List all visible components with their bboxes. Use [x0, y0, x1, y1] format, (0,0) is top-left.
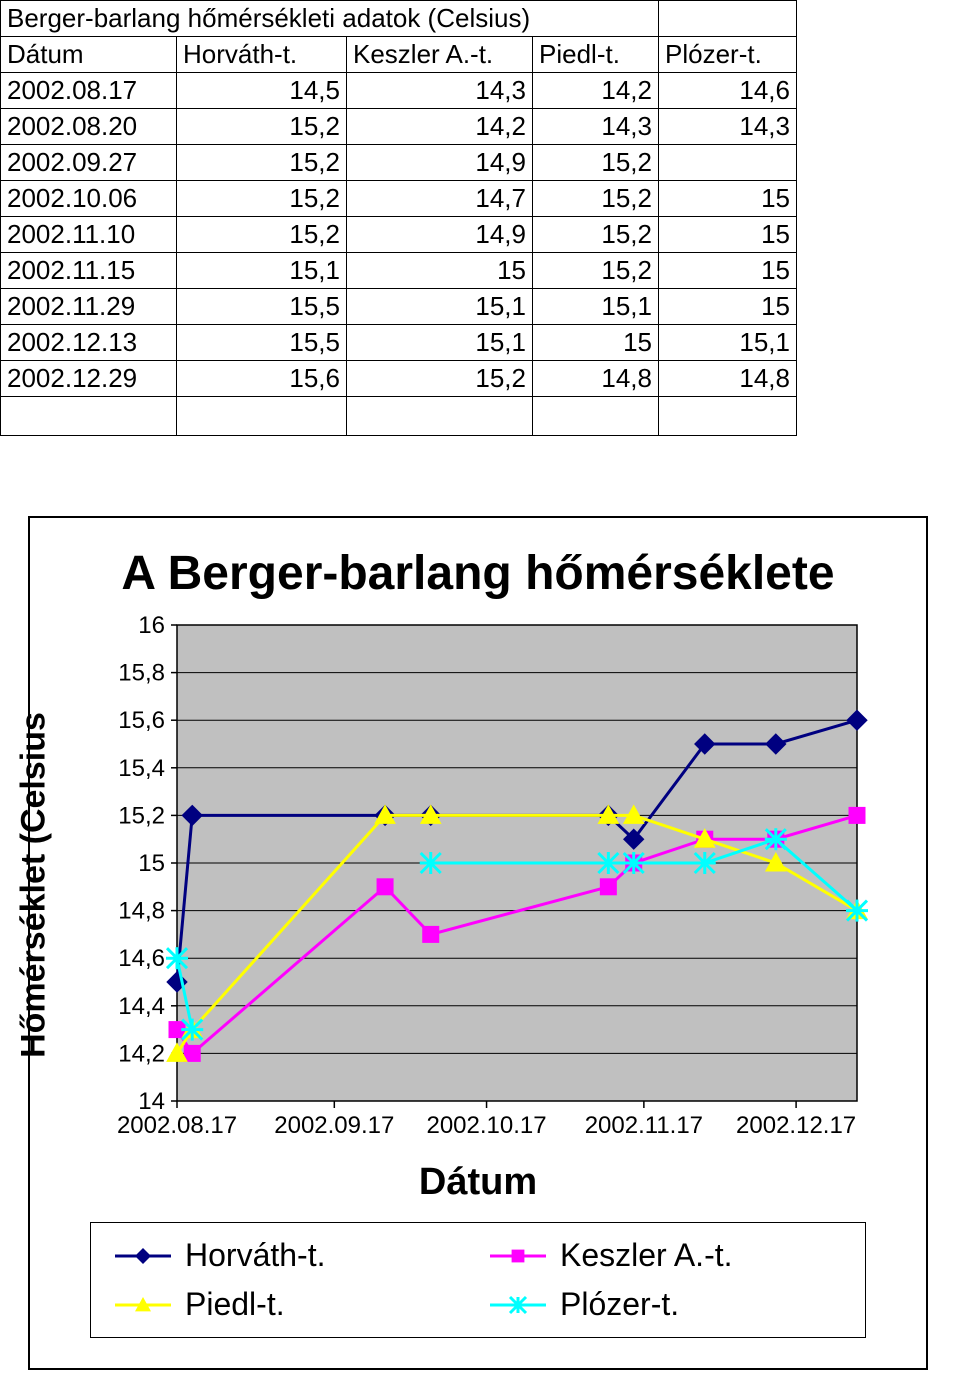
legend-swatch	[490, 1240, 546, 1272]
legend-item: Keszler A.-t.	[490, 1237, 841, 1274]
table-row: 2002.09.2715,214,915,2	[1, 145, 797, 181]
table-row: 2002.10.0615,214,715,215	[1, 181, 797, 217]
chart-plot-area: Hőmérséklet (Celsius 1414,214,414,614,81…	[30, 615, 906, 1155]
table-row: 2002.11.2915,515,115,115	[1, 289, 797, 325]
svg-text:15,6: 15,6	[118, 707, 165, 734]
svg-text:2002.12.17: 2002.12.17	[736, 1112, 856, 1139]
svg-text:2002.11.17: 2002.11.17	[585, 1112, 703, 1139]
legend-swatch	[490, 1289, 546, 1321]
svg-text:15,8: 15,8	[118, 660, 165, 687]
svg-text:2002.09.17: 2002.09.17	[274, 1112, 394, 1139]
svg-text:2002.08.17: 2002.08.17	[117, 1112, 237, 1139]
svg-text:15,2: 15,2	[118, 802, 165, 829]
svg-text:14,2: 14,2	[118, 1040, 165, 1067]
column-header: Horváth-t.	[177, 37, 347, 73]
column-header: Piedl-t.	[533, 37, 659, 73]
column-header: Dátum	[1, 37, 177, 73]
chart-svg: 14 14,2 14,4 14,6 14,8 15 15,2 15,4 15,6 15,8 16 20…	[30, 615, 900, 1155]
column-header: Keszler A.-t.	[347, 37, 533, 73]
svg-text:14,4: 14,4	[118, 993, 165, 1020]
svg-text:2002.10.17: 2002.10.17	[426, 1112, 546, 1139]
legend-item: Horváth-t.	[115, 1237, 466, 1274]
table-row: 2002.08.1714,514,314,214,6	[1, 73, 797, 109]
svg-text:15: 15	[138, 850, 165, 877]
table-row: 2002.12.2915,615,214,814,8	[1, 361, 797, 397]
table-title: Berger-barlang hőmérsékleti adatok (Cels…	[1, 1, 659, 37]
table-row: 2002.11.1015,214,915,215	[1, 217, 797, 253]
legend-swatch	[115, 1289, 171, 1321]
svg-text:15,4: 15,4	[118, 755, 165, 782]
svg-text:14: 14	[138, 1088, 165, 1115]
svg-text:14,8: 14,8	[118, 898, 165, 925]
svg-text:14,6: 14,6	[118, 945, 165, 972]
table-row: 2002.12.1315,515,11515,1	[1, 325, 797, 361]
svg-text:16: 16	[138, 615, 165, 639]
chart-title: A Berger-barlang hőmérséklete	[30, 546, 926, 601]
legend-label: Horváth-t.	[185, 1237, 325, 1274]
legend-label: Piedl-t.	[185, 1286, 285, 1323]
legend-swatch	[115, 1240, 171, 1272]
table-row: 2002.11.1515,11515,215	[1, 253, 797, 289]
legend-item: Plózer-t.	[490, 1286, 841, 1323]
column-header: Plózer-t.	[659, 37, 797, 73]
x-axis-label: Dátum	[30, 1161, 926, 1204]
temperature-table: Berger-barlang hőmérsékleti adatok (Cels…	[0, 0, 797, 436]
legend-label: Plózer-t.	[560, 1286, 679, 1323]
legend-item: Piedl-t.	[115, 1286, 466, 1323]
y-axis-label: Hőmérséklet (Celsius	[15, 712, 54, 1058]
chart-container: A Berger-barlang hőmérséklete Hőmérsékle…	[28, 516, 928, 1370]
legend-label: Keszler A.-t.	[560, 1237, 733, 1274]
table-row: 2002.08.2015,214,214,314,3	[1, 109, 797, 145]
chart-legend: Horváth-t. Keszler A.-t. Piedl-t. Plózer-t.	[90, 1222, 866, 1338]
